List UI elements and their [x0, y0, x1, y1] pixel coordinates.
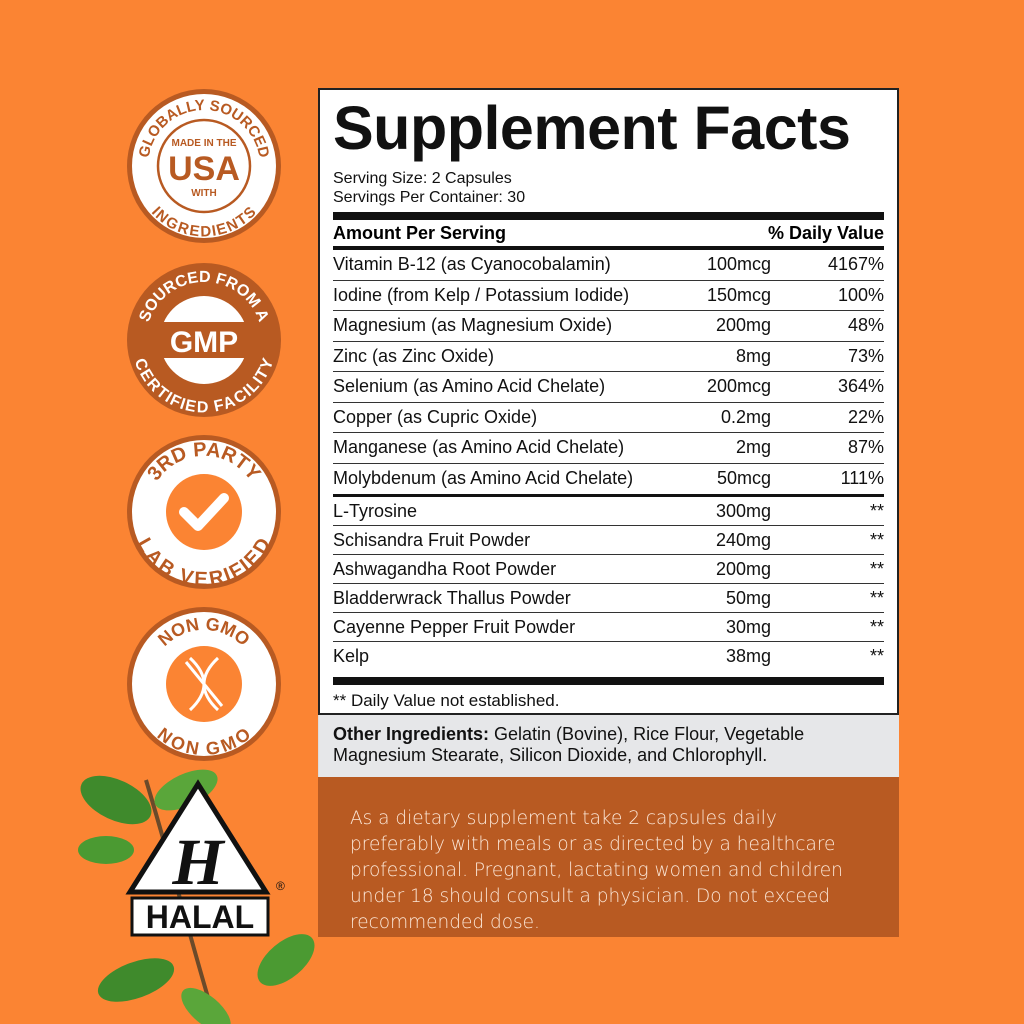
nutrient-amount: 50mcg: [716, 468, 771, 489]
nutrient-amount: 300mg: [715, 500, 771, 521]
nutrient-dv: **: [869, 529, 884, 550]
other-ingredients: Other Ingredients: Gelatin (Bovine), Ric…: [318, 715, 899, 777]
made-in-usa-badge: GLOBALLY SOURCED INGREDIENTS MADE IN THE…: [127, 89, 281, 243]
nutrient-row: Vitamin B-12 (as Cyanocobalamin) 100mcg 41…: [333, 250, 884, 281]
nutrient-dv: 111%: [840, 468, 884, 489]
nutrient-amount: 50mg: [725, 587, 771, 608]
svg-text:H: H: [171, 826, 226, 899]
directions: As a dietary supplement take 2 capsules …: [318, 777, 899, 937]
nutrient-row: Copper (as Cupric Oxide) 0.2mg 22%: [333, 403, 884, 433]
nutrient-dv: **: [869, 587, 884, 608]
nutrient-dv: **: [869, 558, 884, 579]
svg-text:HALAL: HALAL: [146, 899, 254, 935]
svg-text:MADE IN THE: MADE IN THE: [172, 138, 237, 149]
nutrient-amount: 200mcg: [706, 376, 771, 397]
gmp-badge: SOURCED FROM A CERTIFIED FACILITY GMP: [127, 263, 281, 417]
nutrient-row: Ashwagandha Root Powder 200mg **: [333, 555, 884, 584]
nutrient-amount: 0.2mg: [720, 406, 771, 427]
nutrient-dv: 22%: [847, 406, 884, 427]
halal-logo: H ® HALAL: [78, 769, 315, 1024]
nutrient-amount: 200mg: [715, 315, 771, 336]
nutrient-row: Manganese (as Amino Acid Chelate) 2mg 87%: [333, 433, 884, 464]
facts-header: Amount Per Serving % Daily Value: [333, 220, 884, 250]
third-party-lab-badge: 3RD PARTY LAB VERIFIED: [127, 435, 281, 590]
nutrient-row: Zinc (as Zinc Oxide) 8mg 73%: [333, 342, 884, 372]
nutrient-row: Selenium (as Amino Acid Chelate) 200mcg 36…: [333, 372, 884, 403]
serving-size: Serving Size: 2 Capsules: [333, 170, 512, 187]
nutrient-dv: 87%: [847, 437, 884, 458]
nutrient-amount: 38mg: [725, 646, 771, 666]
servings-per-container: Servings Per Container: 30: [333, 189, 526, 206]
crossed-dna-icon: [184, 656, 224, 712]
svg-text:GMP: GMP: [170, 326, 238, 359]
nutrient-dv: 4167%: [827, 254, 884, 275]
svg-text:®: ®: [276, 879, 285, 893]
divider: [333, 494, 884, 497]
nutrient-name: Copper (as Cupric Oxide): [333, 406, 538, 427]
divider: [333, 677, 884, 685]
nutrient-row: Iodine (from Kelp / Potassium Iodide) 150…: [333, 281, 884, 311]
nutrient-name: Selenium (as Amino Acid Chelate): [333, 376, 606, 397]
nutrient-name: Magnesium (as Magnesium Oxide): [333, 315, 613, 336]
nutrient-dv: **: [869, 500, 884, 521]
nutrient-name: L-Tyrosine: [333, 500, 418, 521]
nutrient-row: L-Tyrosine 300mg **: [333, 497, 884, 526]
nutrient-name: Zinc (as Zinc Oxide): [333, 345, 495, 366]
nutrient-row: Magnesium (as Magnesium Oxide) 200mg 48%: [333, 311, 884, 342]
nutrient-name: Molybdenum (as Amino Acid Chelate): [333, 468, 634, 489]
nutrient-dv: 100%: [837, 284, 884, 305]
svg-text:WITH: WITH: [191, 188, 217, 199]
nutrient-dv: 364%: [837, 376, 884, 397]
other-ingredients-text: Gelatin (Bovine), Rice Flour, Vegetable …: [333, 724, 805, 765]
non-gmo-badge: NON GMO NON GMO: [127, 607, 281, 761]
amount-header: Amount Per Serving: [333, 222, 507, 243]
facts-label: Supplement Facts Serving Size: 2 Capsule…: [318, 88, 899, 715]
nutrient-name: Ashwagandha Root Powder: [333, 558, 557, 579]
nutrient-name: Bladderwrack Thallus Powder: [333, 587, 571, 608]
nutrient-dv: 48%: [847, 315, 884, 336]
footnote: ** Daily Value not established.: [333, 691, 560, 710]
nutrient-amount: 100mcg: [706, 254, 771, 275]
nutrient-dv: **: [869, 616, 884, 637]
facts-title: Supplement Facts: [333, 94, 851, 162]
other-ingredients-label: Other Ingredients:: [333, 724, 490, 744]
svg-text:USA: USA: [168, 150, 240, 188]
nutrient-name: Manganese (as Amino Acid Chelate): [333, 437, 625, 458]
nutrient-name: Schisandra Fruit Powder: [333, 529, 531, 550]
leaf-branch-icon: [78, 769, 315, 1024]
nutrient-row: Molybdenum (as Amino Acid Chelate) 50mcg 1…: [333, 464, 884, 495]
checkmark-icon: [179, 493, 229, 531]
nutrient-name: Kelp: [333, 646, 370, 666]
nutrient-amount: 30mg: [725, 616, 771, 637]
nutrient-amount: 200mg: [715, 558, 771, 579]
nutrient-amount: 8mg: [735, 345, 771, 366]
nutrient-row: Schisandra Fruit Powder 240mg **: [333, 526, 884, 555]
nutrient-amount: 240mg: [715, 529, 771, 550]
nutrient-row: Cayenne Pepper Fruit Powder 30mg **: [333, 613, 884, 642]
divider: [333, 212, 884, 220]
nutrient-row: Bladderwrack Thallus Powder 50mg **: [333, 584, 884, 613]
nutrient-row: Kelp 38mg **: [333, 642, 884, 671]
nutrient-name: Vitamin B-12 (as Cyanocobalamin): [333, 254, 611, 275]
nutrient-name: Cayenne Pepper Fruit Powder: [333, 616, 576, 637]
supplement-facts-panel: Supplement Facts Serving Size: 2 Capsule…: [318, 88, 899, 937]
nutrient-amount: 150mcg: [706, 284, 771, 305]
nutrient-dv: **: [869, 646, 884, 666]
nutrient-dv: 73%: [847, 345, 884, 366]
dv-header: % Daily Value: [767, 222, 884, 243]
nutrient-amount: 2mg: [735, 437, 771, 458]
nutrient-name: Iodine (from Kelp / Potassium Iodide): [333, 284, 630, 305]
